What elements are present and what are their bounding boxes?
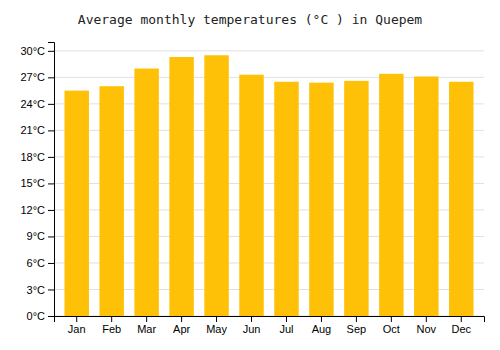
y-tick-mark	[48, 77, 54, 78]
y-tick: 21°C	[20, 124, 54, 136]
grid	[54, 51, 484, 316]
y-tick: 18°C	[20, 151, 54, 163]
bar	[449, 82, 473, 316]
x-tick: Sep	[347, 316, 367, 335]
grid-line	[54, 50, 484, 51]
x-tick-mark	[286, 316, 287, 322]
bar	[134, 69, 158, 316]
y-tick-label: 21°C	[20, 124, 45, 136]
x-tick: May	[206, 316, 227, 335]
y-tick: 6°C	[27, 257, 54, 269]
x-tick-label: May	[206, 323, 227, 335]
x-tick-label: Aug	[312, 323, 332, 335]
y-tick: 24°C	[20, 98, 54, 110]
x-tick: Nov	[417, 316, 437, 335]
x-tick-label: Feb	[102, 323, 121, 335]
y-tick-label: 9°C	[27, 230, 46, 242]
y-tick-label: 0°C	[27, 310, 46, 322]
bar	[309, 83, 333, 316]
x-tick-label: Mar	[137, 323, 156, 335]
chart-container: 0°C 3°C 6°C 9°C 12°C 15°C 18°C 21°C 24°C 27°C 30°C…	[0, 0, 500, 350]
bar	[414, 76, 438, 316]
x-axis: Jan Feb Mar Apr May Jun Jul Aug Sep Oct Nov Dec	[55, 316, 485, 335]
y-tick-mark	[48, 263, 54, 264]
y-tick-mark	[48, 157, 54, 158]
bars	[64, 55, 473, 316]
x-tick-label: Jan	[68, 323, 86, 335]
y-tick-label: 3°C	[27, 284, 46, 296]
title: Average monthly temperatures (°C ) in Qu…	[78, 12, 423, 27]
bar	[239, 75, 263, 316]
x-tick-mark	[111, 316, 112, 322]
y-tick: 27°C	[20, 71, 54, 83]
y-axis-line	[48, 43, 55, 317]
bar	[274, 82, 298, 316]
x-tick: Jan	[68, 316, 86, 335]
x-tick-mark	[321, 316, 322, 322]
y-tick: 15°C	[20, 177, 54, 189]
x-tick-label: Oct	[383, 323, 400, 335]
bar	[204, 55, 228, 316]
x-tick: Jun	[243, 316, 261, 335]
y-tick-label: 12°C	[20, 204, 45, 216]
bar	[169, 57, 193, 316]
y-axis: 0°C 3°C 6°C 9°C 12°C 15°C 18°C 21°C 24°C 27°C 30°C	[20, 43, 54, 323]
y-tick-label: 18°C	[20, 151, 45, 163]
x-tick-mark	[76, 316, 77, 322]
x-tick-mark	[146, 316, 147, 322]
bar	[99, 86, 123, 316]
y-tick-label: 30°C	[20, 45, 45, 57]
y-tick-mark	[48, 289, 54, 290]
x-tick: Apr	[173, 316, 190, 335]
y-tick: 3°C	[27, 284, 54, 296]
y-tick-mark	[48, 104, 54, 105]
x-tick-label: Nov	[417, 323, 437, 335]
x-tick-label: Dec	[451, 323, 471, 335]
y-tick-mark	[48, 130, 54, 131]
x-tick-mark	[426, 316, 427, 322]
y-tick-mark	[48, 51, 54, 52]
bar	[379, 74, 403, 316]
x-tick-label: Jun	[243, 323, 261, 335]
y-tick-mark	[48, 183, 54, 184]
y-tick: 12°C	[20, 204, 54, 216]
x-tick-mark	[216, 316, 217, 322]
y-tick-label: 24°C	[20, 98, 45, 110]
y-tick-mark	[48, 210, 54, 211]
bar	[344, 81, 368, 316]
x-tick-mark	[461, 316, 462, 322]
chart-svg: 0°C 3°C 6°C 9°C 12°C 15°C 18°C 21°C 24°C 27°C 30°C…	[0, 0, 500, 350]
x-tick: Jul	[279, 316, 293, 335]
plot: 0°C 3°C 6°C 9°C 12°C 15°C 18°C 21°C 24°C 27°C 30°C…	[20, 43, 484, 335]
x-tick: Feb	[102, 316, 121, 335]
x-tick: Aug	[312, 316, 332, 335]
y-tick-label: 6°C	[27, 257, 46, 269]
bar	[64, 91, 88, 316]
x-tick-mark	[251, 316, 252, 322]
y-tick-mark	[48, 236, 54, 237]
y-tick-label: 27°C	[20, 71, 45, 83]
x-tick-mark	[356, 316, 357, 322]
x-tick: Dec	[451, 316, 471, 335]
y-tick-label: 15°C	[20, 177, 45, 189]
x-tick-label: Jul	[279, 323, 293, 335]
y-tick: 9°C	[27, 230, 54, 242]
x-tick: Oct	[383, 316, 400, 335]
x-tick-mark	[391, 316, 392, 322]
x-tick: Mar	[137, 316, 156, 335]
x-tick-mark	[181, 316, 182, 322]
x-tick-label: Sep	[347, 323, 367, 335]
y-tick: 0°C	[27, 310, 54, 322]
y-tick-mark	[48, 316, 54, 317]
x-axis-line	[55, 317, 485, 323]
y-tick: 30°C	[20, 45, 54, 57]
x-tick-label: Apr	[173, 323, 190, 335]
